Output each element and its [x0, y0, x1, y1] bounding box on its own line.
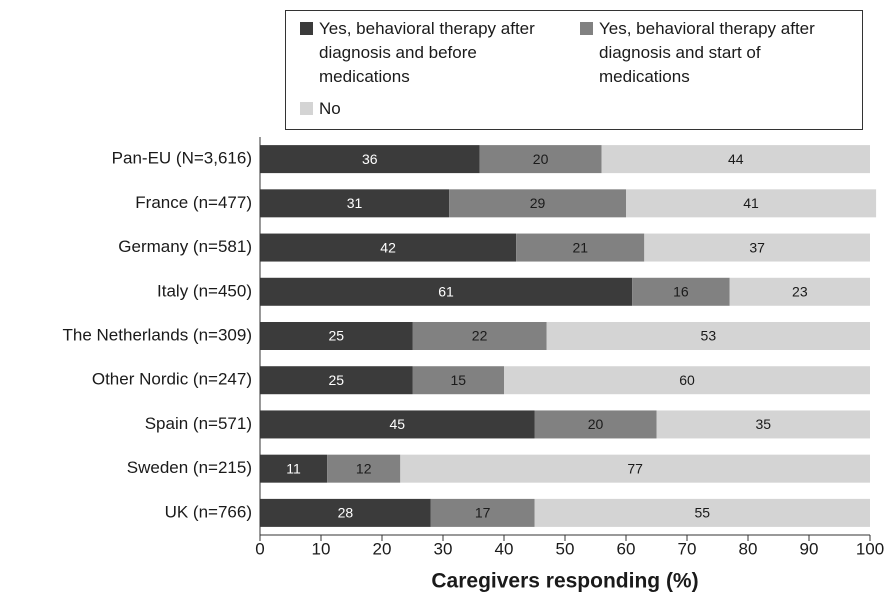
- data-label: 55: [694, 505, 710, 521]
- bar-segment: [412, 322, 547, 350]
- bar-segment: [260, 498, 431, 527]
- bar-segment: [729, 277, 870, 306]
- x-tick-label: 70: [678, 539, 697, 558]
- legend-swatch: [300, 102, 313, 115]
- bar-segment: [260, 454, 328, 483]
- legend-item: Yes, behavioral therapy after diagnosis …: [580, 17, 842, 89]
- x-tick-label: 10: [312, 539, 331, 558]
- x-axis-title: Caregivers responding (%): [431, 570, 698, 593]
- x-tick-label: 0: [255, 539, 264, 558]
- bar-segment: [516, 233, 645, 262]
- legend-label: Yes, behavioral therapy after diagnosis …: [319, 19, 535, 86]
- x-tick-label: 50: [556, 539, 575, 558]
- bar-segment: [260, 233, 517, 262]
- data-label: 20: [588, 416, 604, 432]
- data-label: 35: [755, 416, 771, 432]
- data-label: 22: [472, 328, 488, 344]
- y-tick-label: France (n=477): [135, 193, 252, 212]
- data-label: 61: [438, 283, 454, 299]
- data-label: 44: [728, 151, 744, 167]
- data-label: 37: [749, 239, 765, 255]
- bar-segment: [449, 189, 626, 218]
- bar-segment: [260, 366, 413, 395]
- bar-segment: [400, 454, 870, 483]
- y-tick-label: Sweden (n=215): [127, 458, 252, 477]
- data-label: 12: [356, 460, 372, 476]
- y-tick-label: Other Nordic (n=247): [92, 370, 252, 389]
- bar-segment: [534, 410, 657, 439]
- data-label: 16: [673, 283, 689, 299]
- bar-segment: [260, 189, 450, 218]
- data-label: 25: [328, 328, 344, 344]
- data-label: 28: [338, 505, 354, 521]
- bar-segment: [534, 498, 870, 527]
- y-tick-label: Italy (n=450): [157, 281, 252, 300]
- x-tick-label: 60: [617, 539, 636, 558]
- bar-segment: [601, 145, 870, 174]
- data-label: 11: [286, 460, 301, 476]
- x-tick-label: 100: [856, 539, 884, 558]
- bar-segment: [412, 366, 504, 395]
- bar-segment: [632, 277, 730, 306]
- x-tick-label: 80: [739, 539, 758, 558]
- y-tick-label: Pan-EU (N=3,616): [112, 149, 252, 168]
- y-tick-label: Spain (n=571): [145, 414, 252, 433]
- bar-segment: [479, 145, 602, 174]
- bar-segment: [260, 410, 535, 439]
- data-label: 21: [572, 239, 588, 255]
- data-label: 60: [679, 372, 695, 388]
- bar-segment: [656, 410, 870, 439]
- bar-segment: [327, 454, 401, 483]
- data-label: 29: [530, 195, 546, 211]
- x-tick-label: 90: [800, 539, 819, 558]
- y-tick-label: UK (n=766): [165, 502, 252, 521]
- legend-swatch: [300, 22, 313, 35]
- data-label: 42: [380, 239, 396, 255]
- legend: Yes, behavioral therapy after diagnosis …: [285, 10, 863, 130]
- data-label: 53: [701, 328, 717, 344]
- data-label: 15: [450, 372, 466, 388]
- x-tick-label: 30: [434, 539, 453, 558]
- y-tick-label: Germany (n=581): [118, 237, 252, 256]
- legend-swatch: [580, 22, 593, 35]
- legend-label: No: [319, 99, 341, 118]
- bar-segment: [504, 366, 870, 395]
- data-label: 25: [328, 372, 344, 388]
- legend-item: Yes, behavioral therapy after diagnosis …: [300, 17, 562, 89]
- bar-segment: [260, 277, 633, 306]
- bar-segment: [626, 189, 877, 218]
- data-label: 23: [792, 283, 808, 299]
- x-tick-label: 40: [495, 539, 514, 558]
- data-label: 41: [743, 195, 759, 211]
- bar-segment: [260, 322, 413, 350]
- legend-label: Yes, behavioral therapy after diagnosis …: [599, 19, 815, 86]
- x-tick-label: 20: [373, 539, 392, 558]
- data-label: 77: [627, 460, 643, 476]
- bar-segment: [260, 145, 480, 174]
- data-label: 31: [347, 195, 363, 211]
- data-label: 20: [533, 151, 549, 167]
- data-label: 45: [389, 416, 405, 432]
- legend-item: No: [300, 97, 562, 121]
- data-label: 17: [475, 505, 491, 521]
- bar-segment: [546, 322, 870, 350]
- bar-segment: [430, 498, 535, 527]
- y-tick-label: The Netherlands (n=309): [63, 325, 252, 344]
- bar-segment: [644, 233, 870, 262]
- data-label: 36: [362, 151, 378, 167]
